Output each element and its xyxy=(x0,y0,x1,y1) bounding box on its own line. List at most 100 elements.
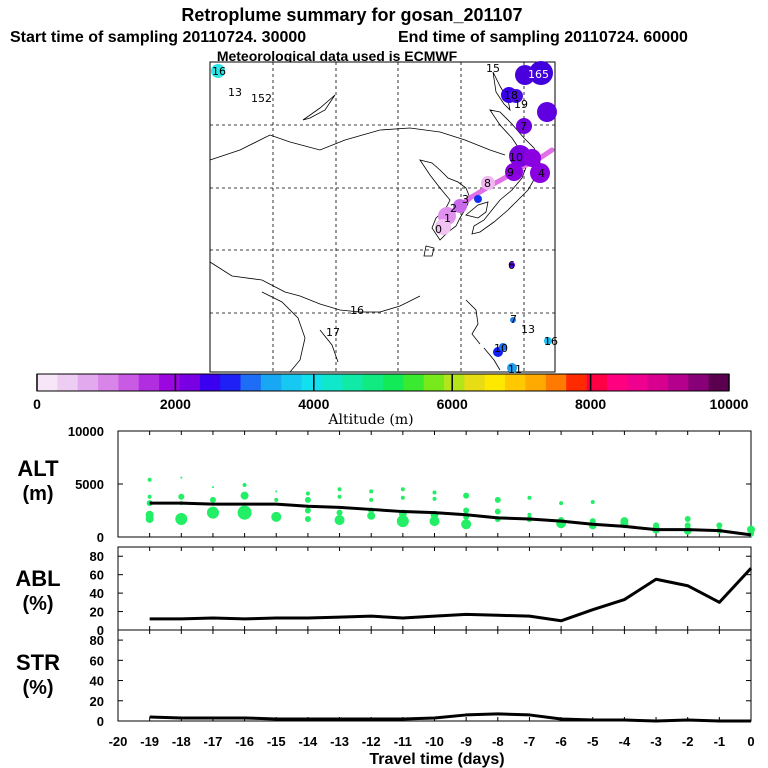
y-tick-label: 0 xyxy=(97,714,104,729)
figure-title: Retroplume summary for gosan_201107 xyxy=(181,5,522,25)
colorbar-swatch xyxy=(667,374,689,391)
colorbar-swatch xyxy=(383,374,404,391)
cluster-point xyxy=(180,476,183,479)
map-label: 7 xyxy=(520,120,527,133)
colorbar-swatch xyxy=(77,374,99,391)
map-label: 18 xyxy=(504,89,518,102)
altitude-colorbar xyxy=(36,373,730,392)
colorbar-swatch xyxy=(606,374,628,391)
colorbar-swatch xyxy=(423,374,445,391)
colorbar-swatch xyxy=(566,374,587,391)
cluster-point xyxy=(559,501,564,506)
map-label: 165 xyxy=(528,68,549,81)
cluster-point xyxy=(240,491,249,500)
cluster-point xyxy=(271,511,282,522)
cluster-point xyxy=(432,496,437,501)
cluster-point xyxy=(304,496,311,503)
colorbar-ticks: 0 2000 4000 6000 8000 10000 xyxy=(33,374,749,412)
x-tick-label: 0 xyxy=(747,734,754,749)
cluster-point xyxy=(369,497,374,502)
alt-line xyxy=(149,501,752,537)
colorbar-swatch xyxy=(220,374,241,391)
colorbar-swatch xyxy=(362,374,384,391)
y-tick-label: 40 xyxy=(90,674,104,689)
x-tick-label: -6 xyxy=(555,734,567,749)
colorbar-swatch xyxy=(138,374,160,391)
cluster-point xyxy=(336,509,343,516)
colorbar-swatch xyxy=(301,374,323,391)
cluster-point xyxy=(242,483,247,488)
colorbar-tick-label: 10000 xyxy=(710,396,749,412)
colorbar-tick-label: 6000 xyxy=(437,396,468,412)
colorbar-tick-label: 2000 xyxy=(160,396,191,412)
cluster-point xyxy=(684,515,691,522)
cluster-point xyxy=(463,507,470,514)
map-frame xyxy=(209,61,556,373)
cluster-point xyxy=(367,511,376,520)
map-label: 7 xyxy=(510,313,517,326)
x-tick-label: -18 xyxy=(172,734,191,749)
cluster-point xyxy=(209,496,216,503)
colorbar-tick-label: 8000 xyxy=(575,396,606,412)
map-label: 9 xyxy=(507,166,514,179)
cluster-point xyxy=(716,522,723,529)
x-tick-label: -8 xyxy=(492,734,504,749)
cluster-point xyxy=(275,490,278,493)
colorbar-swatch xyxy=(98,374,119,391)
cluster-point xyxy=(527,512,532,517)
colorbar-swatch xyxy=(240,374,262,391)
y-tick-label: 60 xyxy=(90,653,104,668)
x-tick-label: -19 xyxy=(140,734,159,749)
x-tick-label: -20 xyxy=(109,734,128,749)
map-label: 19 xyxy=(514,98,528,111)
cluster-point xyxy=(494,508,501,515)
alt-panel: 0 5000 10000 xyxy=(68,424,755,545)
cluster-point xyxy=(463,492,470,499)
map-label: 11 xyxy=(508,363,522,376)
map-label: 13 xyxy=(521,323,535,336)
colorbar-swatch xyxy=(647,374,669,391)
cluster-point xyxy=(178,493,185,500)
x-tick-label: -3 xyxy=(650,734,662,749)
cluster-point xyxy=(237,505,252,520)
map-label: 10 xyxy=(494,342,508,355)
cluster-point xyxy=(211,486,214,489)
y-tick-label: 20 xyxy=(90,605,104,620)
cluster-point xyxy=(147,494,152,499)
colorbar-swatch xyxy=(342,374,364,391)
cluster-point xyxy=(747,525,755,534)
x-tick-label: -5 xyxy=(587,734,599,749)
start-time-label: Start time of sampling 20110724. 30000 xyxy=(10,29,306,46)
cluster-point xyxy=(429,516,440,527)
cluster-point xyxy=(334,515,345,526)
colorbar-swatch xyxy=(159,374,180,391)
map-label: 13 xyxy=(228,86,242,99)
abl-panel: 0 20 40 60 80 xyxy=(90,546,753,638)
cluster-markers xyxy=(211,61,557,373)
cluster-point xyxy=(461,519,472,530)
colorbar-swatch xyxy=(37,374,58,391)
y-tick-label: 80 xyxy=(90,633,104,648)
str-yunit: (%) xyxy=(22,677,53,699)
colorbar-swatch xyxy=(464,374,486,391)
map-label: 6 xyxy=(508,259,515,272)
x-tick-label: -7 xyxy=(524,734,536,749)
y-tick-label: 40 xyxy=(90,586,104,601)
abl-ylabel: ABL xyxy=(15,566,60,591)
colorbar-swatch xyxy=(281,374,302,391)
map-label: 15 xyxy=(486,62,500,75)
colorbar-swatch xyxy=(444,374,465,391)
x-tick-label: -1 xyxy=(714,734,726,749)
colorbar-swatch xyxy=(199,374,221,391)
map-panel: 16 13 152 15 165 18 19 7 10 9 4 8 3 2 1 … xyxy=(209,61,558,376)
x-tick-label: -9 xyxy=(460,734,472,749)
colorbar-swatch xyxy=(708,374,730,391)
cluster-point xyxy=(304,507,311,514)
cluster-point xyxy=(590,500,595,505)
map-label: 4 xyxy=(538,167,545,180)
cluster-point xyxy=(337,487,342,492)
y-tick-label: 0 xyxy=(97,623,104,638)
map-label: 2 xyxy=(450,202,457,215)
x-tick-label: -16 xyxy=(235,734,254,749)
